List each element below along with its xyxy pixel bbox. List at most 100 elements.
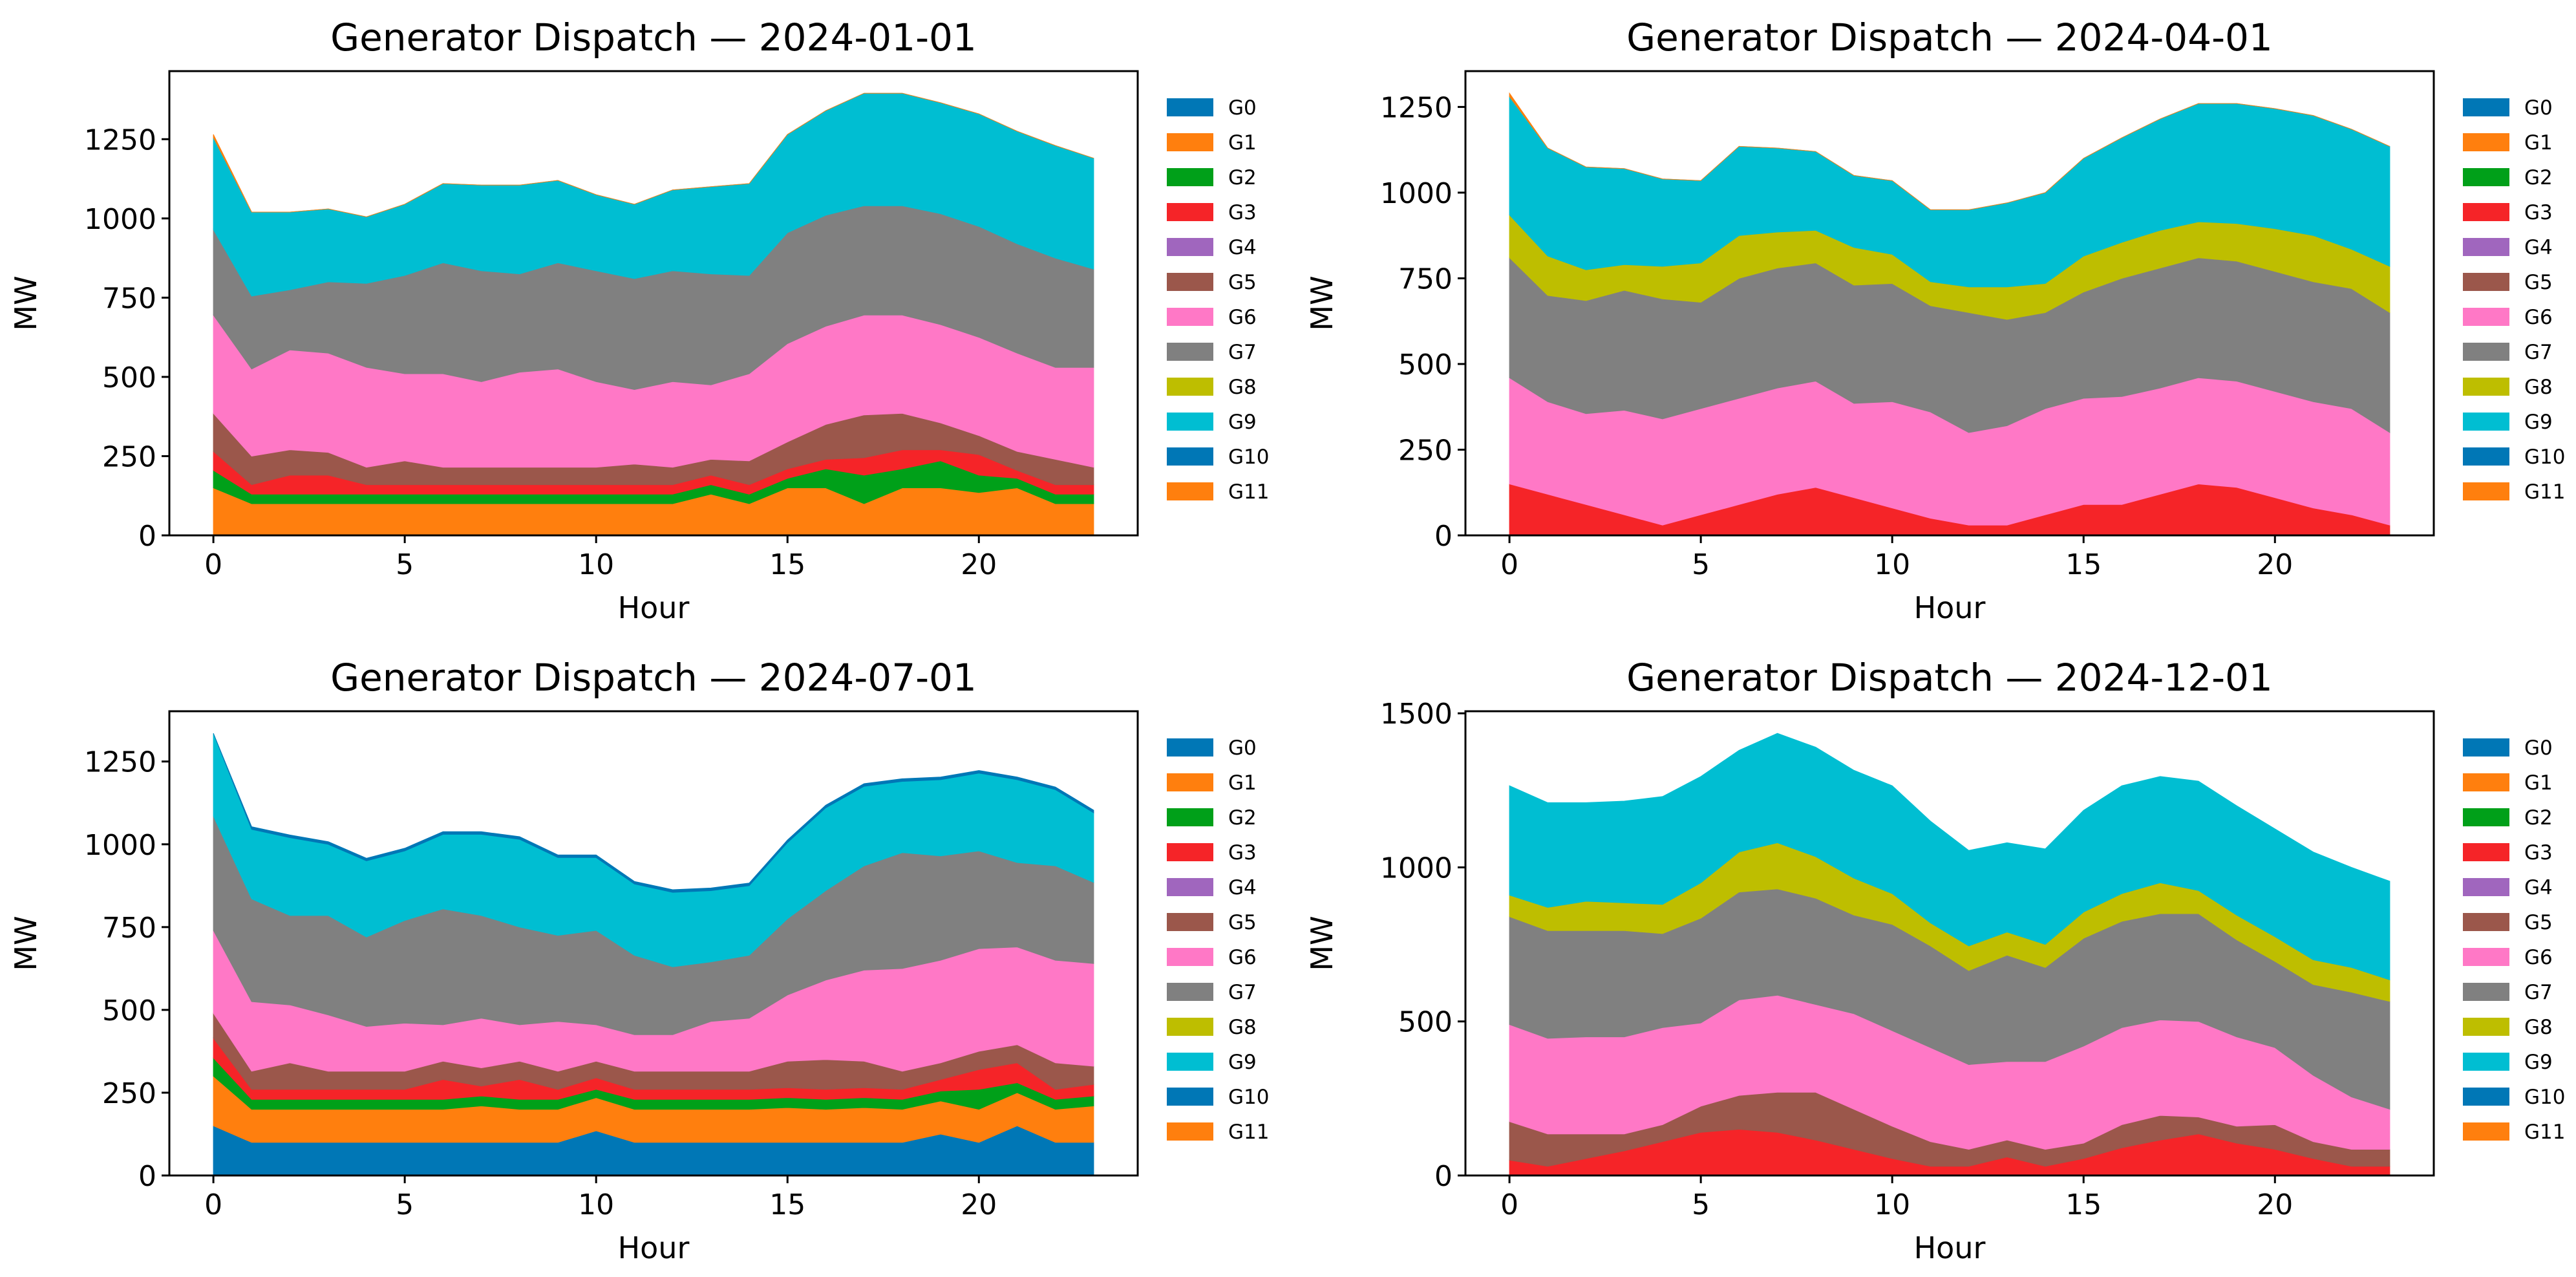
legend-swatch-g3 — [1167, 203, 1213, 221]
legend-swatch-g2 — [2463, 168, 2509, 186]
legend-label: G9 — [2524, 411, 2553, 434]
legend-label: G10 — [2524, 445, 2565, 469]
legend-swatch-g1 — [1167, 133, 1213, 151]
legend-label: G11 — [2524, 480, 2565, 504]
legend-label: G11 — [1228, 1121, 1269, 1144]
y-tick-label: 250 — [102, 1077, 156, 1110]
legend-label: G7 — [2524, 341, 2553, 364]
legend-label: G5 — [1228, 271, 1257, 294]
legend-label: G7 — [2524, 981, 2553, 1004]
y-tick-label: 750 — [102, 912, 156, 945]
legend-label: G4 — [1228, 236, 1257, 259]
chart-title: Generator Dispatch — 2024-04-01 — [1626, 16, 2273, 59]
legend-swatch-g2 — [2463, 808, 2509, 826]
y-tick-label: 0 — [1434, 520, 1453, 553]
legend-swatch-g6 — [1167, 948, 1213, 966]
y-tick-label: 750 — [102, 282, 156, 315]
legend-label: G4 — [2524, 876, 2553, 899]
legend-swatch-g9 — [2463, 1053, 2509, 1071]
x-tick-label: 5 — [396, 548, 414, 581]
legend-label: G2 — [1228, 806, 1257, 830]
y-tick-label: 750 — [1398, 263, 1453, 295]
legend-label: G5 — [2524, 911, 2553, 934]
y-tick-label: 1000 — [1380, 852, 1453, 885]
legend-label: G2 — [1228, 166, 1257, 189]
legend-label: G8 — [2524, 1016, 2553, 1039]
legend-label: G5 — [1228, 911, 1257, 934]
legend-swatch-g7 — [2463, 343, 2509, 361]
legend-label: G1 — [2524, 771, 2553, 795]
legend-label: G10 — [2524, 1086, 2565, 1109]
x-tick-label: 0 — [1500, 548, 1518, 581]
y-tick-label: 1000 — [84, 829, 156, 862]
legend-label: G11 — [1228, 480, 1269, 504]
legend-swatch-g2 — [1167, 168, 1213, 186]
legend-swatch-g4 — [1167, 878, 1213, 896]
legend-swatch-g1 — [2463, 773, 2509, 791]
x-axis-label: Hour — [618, 1230, 690, 1265]
legend-swatch-g5 — [1167, 273, 1213, 291]
x-tick-label: 0 — [1500, 1188, 1518, 1221]
y-tick-label: 500 — [102, 994, 156, 1027]
legend-label: G7 — [1228, 341, 1257, 364]
area-g9 — [1509, 733, 2390, 981]
x-tick-label: 15 — [2065, 1188, 2102, 1221]
legend-label: G3 — [2524, 201, 2553, 224]
legend-swatch-g5 — [2463, 273, 2509, 291]
x-tick-label: 0 — [204, 1188, 222, 1221]
x-axis-label: Hour — [618, 590, 690, 625]
y-tick-label: 250 — [1398, 434, 1453, 467]
legend-label: G0 — [1228, 96, 1257, 120]
legend-swatch-g10 — [1167, 447, 1213, 466]
legend-swatch-g3 — [2463, 843, 2509, 861]
legend-swatch-g9 — [1167, 413, 1213, 431]
y-tick-label: 500 — [102, 361, 156, 394]
x-tick-label: 10 — [578, 548, 614, 581]
x-tick-label: 0 — [204, 548, 222, 581]
legend-swatch-g11 — [1167, 482, 1213, 500]
x-tick-label: 15 — [2065, 548, 2102, 581]
legend-swatch-g4 — [2463, 238, 2509, 256]
legend-swatch-g10 — [2463, 1088, 2509, 1106]
legend-swatch-g4 — [1167, 238, 1213, 256]
legend-label: G7 — [1228, 981, 1257, 1004]
x-tick-label: 15 — [769, 1188, 805, 1221]
y-tick-label: 0 — [1434, 1160, 1453, 1193]
legend-swatch-g5 — [1167, 913, 1213, 931]
legend-label: G6 — [1228, 946, 1257, 969]
chart-panel: Generator Dispatch — 2024-04-01 0 5 10 15 20 0… — [1304, 16, 2565, 625]
legend: G0 G1 G2 G3 G4 G5 G6 G7 G8 G9 G10 G11 — [2463, 96, 2565, 504]
y-tick-label: 1000 — [1380, 177, 1453, 210]
legend-swatch-g8 — [1167, 378, 1213, 396]
chart-title: Generator Dispatch — 2024-12-01 — [1626, 656, 2273, 700]
legend-label: G6 — [2524, 306, 2553, 329]
legend-label: G4 — [2524, 236, 2553, 259]
legend-label: G9 — [1228, 1051, 1257, 1074]
x-axis-label: Hour — [1914, 590, 1986, 625]
y-tick-label: 1000 — [84, 203, 156, 236]
axes-frame — [1464, 710, 2435, 1177]
x-tick-label: 10 — [1874, 1188, 1910, 1221]
legend-label: G3 — [1228, 201, 1257, 224]
legend: G0 G1 G2 G3 G4 G5 G6 G7 G8 G9 G10 G11 — [1167, 96, 1269, 504]
area-g11 — [213, 92, 1094, 217]
legend-label: G1 — [1228, 771, 1257, 795]
y-tick-label: 1250 — [84, 746, 156, 779]
legend-swatch-g6 — [1167, 308, 1213, 326]
legend-swatch-g7 — [1167, 983, 1213, 1001]
y-tick-label: 1250 — [1380, 91, 1453, 124]
legend-swatch-g11 — [2463, 482, 2509, 500]
legend-label: G11 — [2524, 1121, 2565, 1144]
y-axis-label: MW — [8, 275, 43, 330]
legend-swatch-g0 — [2463, 738, 2509, 757]
y-tick-label: 250 — [102, 440, 156, 473]
axes-frame — [168, 70, 1139, 537]
y-tick-label: 0 — [138, 1160, 156, 1193]
area-g10 — [213, 733, 1094, 893]
legend-label: G8 — [1228, 376, 1257, 399]
legend: G0 G1 G2 G3 G4 G5 G6 G7 G8 G9 G10 G11 — [2463, 736, 2565, 1144]
legend-swatch-g8 — [2463, 378, 2509, 396]
legend-label: G3 — [1228, 841, 1257, 864]
legend-label: G10 — [1228, 445, 1269, 469]
legend-swatch-g3 — [1167, 843, 1213, 861]
